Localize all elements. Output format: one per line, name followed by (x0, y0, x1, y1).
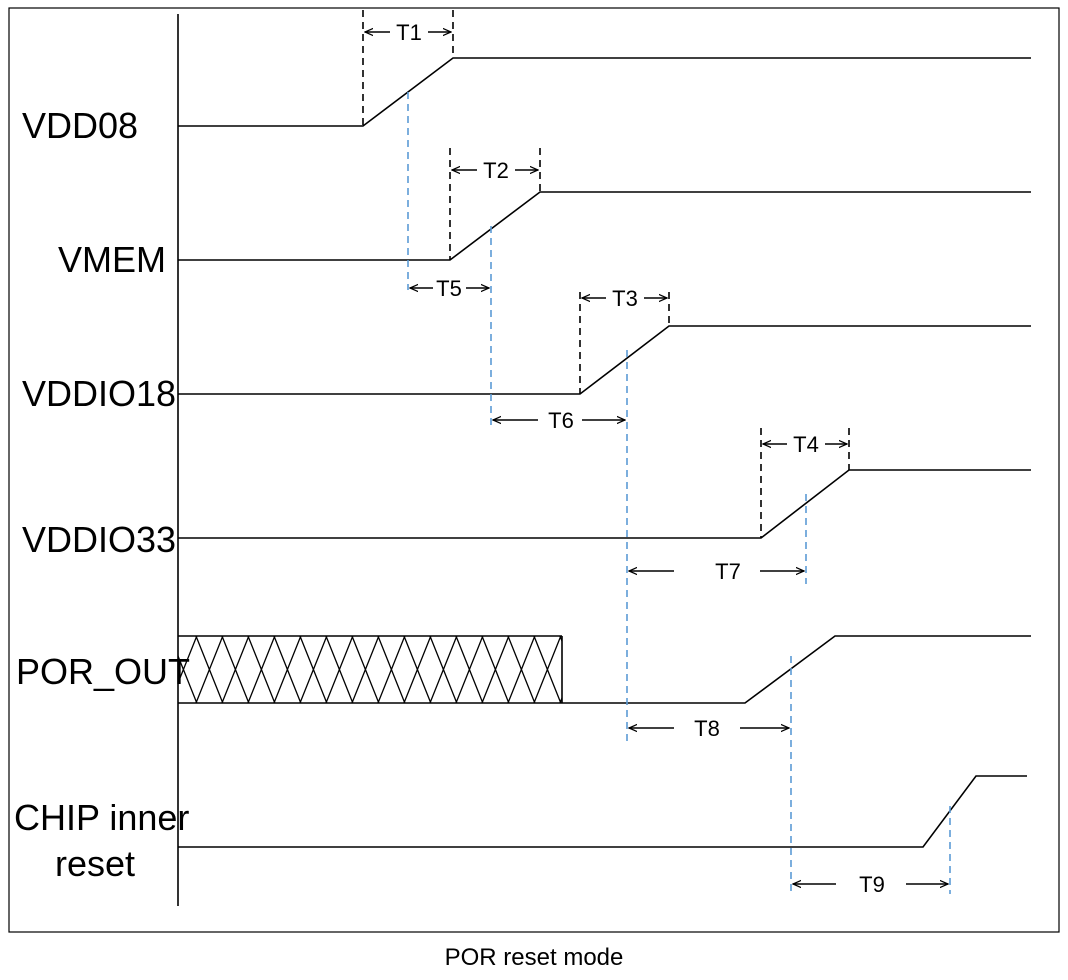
por-out-label: POR_OUT (16, 651, 190, 692)
t6-label: T6 (548, 408, 574, 433)
chip-reset-label-line1: CHIP inner (14, 797, 189, 838)
por-out-undefined-region (178, 635, 639, 704)
hatch-line (429, 636, 458, 704)
hatch-line (351, 636, 380, 704)
ramp-boundary-markers (362, 10, 850, 538)
hatch-line (221, 636, 250, 704)
vddio33-label: VDDIO33 (22, 519, 176, 560)
interval-t1: T1 (365, 20, 451, 45)
t3-label: T3 (612, 286, 638, 311)
diagram-frame (8, 7, 1060, 933)
vdd08-label: VDD08 (22, 105, 138, 146)
interval-t6: T6 (493, 408, 625, 433)
t1-label: T1 (396, 20, 422, 45)
hatch-line (586, 636, 613, 703)
t5-label: T5 (436, 276, 462, 301)
hatch-line (403, 636, 432, 704)
por-out-waveform (562, 635, 1031, 704)
hatch-line (273, 636, 302, 704)
hatch-line (325, 636, 354, 704)
hatch-line (612, 636, 639, 703)
hatch-line (299, 636, 328, 704)
interval-t7: T7 (629, 559, 804, 584)
t2-label: T2 (483, 158, 509, 183)
t4-label: T4 (793, 432, 819, 457)
t9-label: T9 (859, 872, 885, 897)
vmem-label: VMEM (58, 239, 166, 280)
interval-t3: T3 (582, 286, 667, 311)
threshold-markers (407, 92, 951, 894)
chip-reset-label-line2: reset (55, 843, 135, 884)
vdd08-waveform (178, 57, 1031, 127)
hatch-line (559, 696, 562, 704)
interval-t4: T4 (763, 432, 847, 457)
hatch-line (559, 636, 562, 643)
chip-reset-waveform (178, 775, 1027, 848)
hatch-line (455, 636, 484, 704)
interval-t2: T2 (452, 158, 538, 183)
vddio33-waveform (178, 469, 1031, 539)
vmem-waveform (178, 191, 1031, 261)
hatch-line (612, 636, 639, 703)
timing-diagram: VDD08 VMEM VDDIO18 VDDIO33 POR_OUT CHIP … (8, 7, 1060, 933)
t7-label: T7 (715, 559, 741, 584)
hatch-line (178, 636, 198, 685)
vddio18-label: VDDIO18 (22, 373, 176, 414)
hatch-line (247, 636, 276, 704)
hatch-line (481, 636, 510, 704)
interval-t9: T9 (793, 872, 948, 897)
t8-label: T8 (694, 716, 720, 741)
interval-t8: T8 (629, 716, 789, 741)
interval-t5: T5 (410, 276, 489, 301)
hatch-line (533, 636, 562, 704)
hatch-line (586, 636, 613, 703)
vddio18-waveform (178, 325, 1031, 395)
figure-caption: POR reset mode (444, 944, 624, 971)
hatch-line (507, 636, 536, 704)
hatch-line (195, 636, 224, 704)
hatch-line (377, 636, 406, 704)
